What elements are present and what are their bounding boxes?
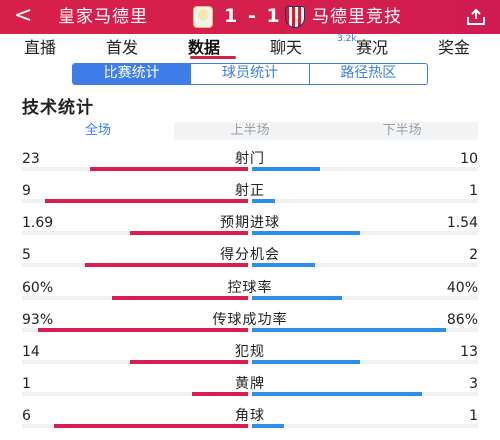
away-bar-track [252,167,478,171]
period-tabs: 全场 上半场 下半场 [22,122,478,140]
home-value: 14 [22,344,40,360]
home-bar-track [22,263,248,267]
home-bar [44,199,248,203]
away-bar [252,392,422,396]
stat-row: 23 射门 10 [0,150,500,182]
stat-row: 5 得分机会 2 [0,246,500,278]
home-bar-track [22,167,248,171]
stat-row: 14 犯规 13 [0,343,500,375]
match-score: 1 - 1 [224,5,282,27]
period-second-half[interactable]: 下半场 [382,123,422,138]
match-nav: 直播 首发 数据 聊天 赛况 奖金 [0,34,500,62]
away-value: 2 [469,247,478,263]
home-bar-track [22,231,248,235]
away-bar [252,167,320,171]
home-bar-track [22,392,248,396]
away-value: 1 [469,408,478,424]
away-value: 1 [469,183,478,199]
real-madrid-crest-icon [193,6,213,28]
seg-heat-zones[interactable]: 路径热区 [308,64,427,84]
away-bar-track [252,424,478,428]
away-value: 3 [469,376,478,392]
away-bar [252,424,284,428]
stat-label: 角球 [235,408,265,424]
tab-chat[interactable]: 聊天 [270,38,303,57]
home-value: 60% [22,280,54,296]
away-bar [252,199,275,203]
home-value: 23 [22,151,40,167]
away-bar-track [252,328,478,332]
stats-type-switch: 比赛统计 球员统计 路径热区 [72,63,428,85]
home-bar [130,231,248,235]
away-bar [252,263,316,267]
away-value: 40% [446,280,478,296]
chat-count-badge: 3.2k [337,34,357,44]
seg-match-stats[interactable]: 比赛统计 [73,64,191,84]
away-bar [252,328,447,332]
tab-live[interactable]: 直播 [24,38,57,57]
home-team-name[interactable]: 皇家马德里 [58,7,148,27]
back-button[interactable]: < [14,3,33,28]
tab-lineup[interactable]: 首发 [106,38,139,57]
away-bar-track [252,263,478,267]
seg-player-stats[interactable]: 球员统计 [190,64,308,84]
home-bar [130,360,248,364]
home-bar-track [22,360,248,364]
home-bar [53,424,248,428]
away-bar-track [252,199,478,203]
home-bar-track [22,296,248,300]
stat-row: 9 射正 1 [0,182,500,214]
away-bar-track [252,296,478,300]
home-value: 1 [22,376,31,392]
away-bar-track [252,360,478,364]
home-value: 93% [22,312,54,328]
away-bar [252,296,343,300]
tab-data[interactable]: 数据 [188,38,221,57]
stat-label: 控球率 [227,280,273,296]
home-bar [191,392,248,396]
home-bar [85,263,248,267]
stat-label: 犯规 [235,344,265,360]
active-tab-indicator [190,56,236,59]
stat-label: 预期进球 [220,215,280,231]
stat-row: 1 黄牌 3 [0,375,500,407]
home-bar [112,296,248,300]
stat-label: 传球成功率 [212,312,288,328]
stat-row: 93% 传球成功率 86% [0,311,500,343]
stat-label: 黄牌 [235,376,265,392]
away-team-name[interactable]: 马德里竞技 [312,7,402,27]
home-bar-track [22,328,248,332]
home-value: 6 [22,408,31,424]
home-bar-track [22,424,248,428]
period-full-match[interactable]: 全场 [22,122,174,140]
home-bar [37,328,248,332]
away-bar [252,360,361,364]
share-icon[interactable] [466,8,486,26]
home-value: 5 [22,247,31,263]
home-value: 1.69 [22,215,54,231]
stat-row: 1.69 预期进球 1.54 [0,214,500,246]
stat-label: 射门 [235,151,265,167]
atletico-madrid-crest-icon [285,6,305,28]
home-bar [89,167,248,171]
tab-bonus[interactable]: 奖金 [438,38,471,57]
away-bar [252,231,361,235]
home-value: 9 [22,183,31,199]
stat-row: 6 角球 1 [0,407,500,439]
tab-match-status[interactable]: 赛况 [356,38,389,57]
stat-label: 得分机会 [220,247,280,263]
period-first-half[interactable]: 上半场 [230,123,270,138]
match-header: < 皇家马德里 1 - 1 马德里竞技 [0,0,500,34]
away-value: 1.54 [446,215,478,231]
away-bar-track [252,231,478,235]
away-value: 86% [446,312,478,328]
away-bar-track [252,392,478,396]
away-value: 10 [460,151,478,167]
stat-row: 60% 控球率 40% [0,279,500,311]
home-bar-track [22,199,248,203]
stat-label: 射正 [235,183,265,199]
away-value: 13 [460,344,478,360]
section-title: 技术统计 [22,98,94,118]
